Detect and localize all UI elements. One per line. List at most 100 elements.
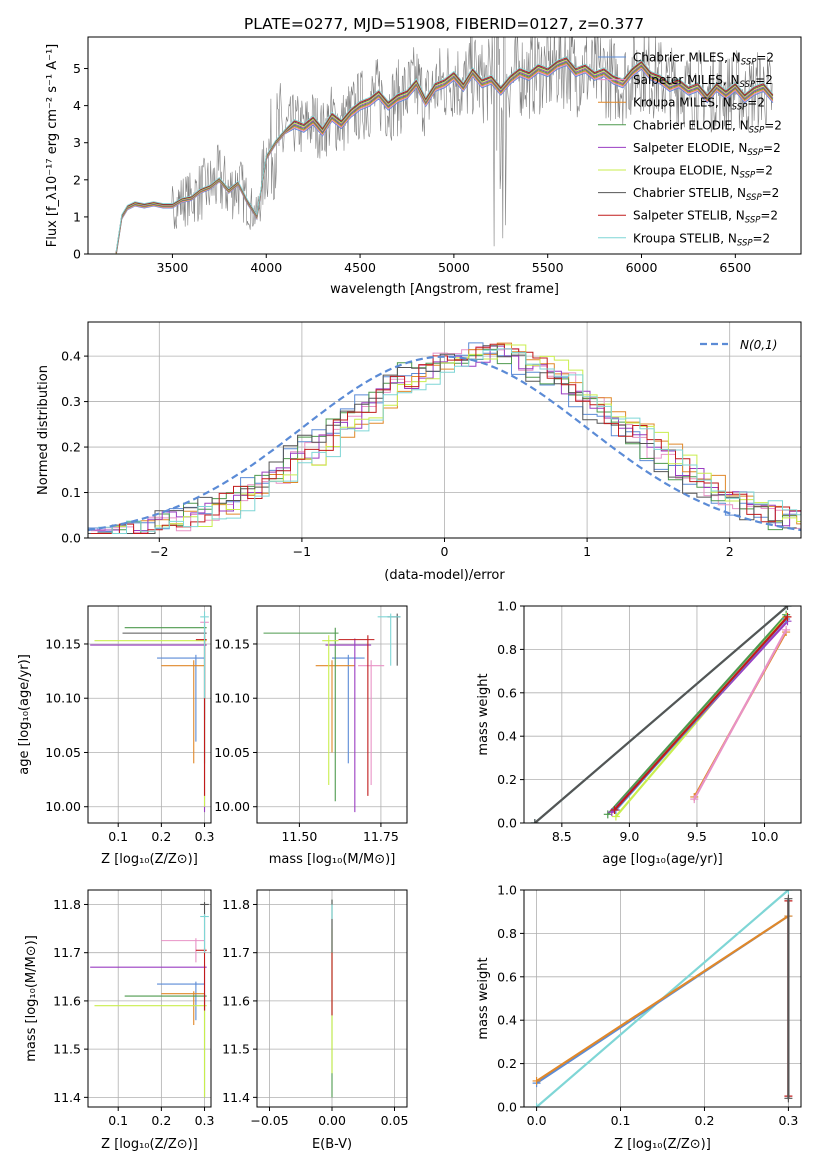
x-tick-label: 11.50 (281, 829, 317, 844)
x-tick-label: 0.00 (318, 1113, 346, 1128)
x-tick-label: 5000 (438, 260, 470, 275)
legend-entry: Salpeter ELODIE, NSSP=2 (633, 141, 781, 158)
y-tick-label: 10.05 (45, 745, 81, 760)
x-axis-label: age [log₁₀(age/yr)] (602, 852, 723, 867)
histogram-chabrier-stelib (88, 345, 797, 534)
x-tick-label: −0.05 (250, 1113, 288, 1128)
age-vs-metallicity-panel: 0.1 0.2 0.3 10.00 10.05 10.10 10.15 Z [log₁₀(Z/… (17, 605, 214, 867)
plot-area (263, 613, 401, 813)
x-tick-label: 0.2 (151, 1113, 171, 1128)
y-axis-label: age [log₁₀(age/yr)] (17, 654, 32, 775)
y-tick-label: 11.7 (222, 945, 250, 960)
mass-weight-marker (783, 612, 792, 621)
x-tick-label: 0.05 (381, 1113, 409, 1128)
y-tick-label: 0.4 (497, 1013, 517, 1028)
y-axis-label: mass weight (476, 957, 491, 1039)
x-axis-label: E(B-V) (312, 1137, 352, 1152)
y-tick-label: 0.2 (497, 772, 517, 787)
legend-entry: Kroupa ELODIE, NSSP=2 (633, 164, 773, 181)
mass-weight-marker (783, 606, 792, 610)
x-tick-label: 0.0 (527, 1113, 547, 1128)
y-tick-label: 11.4 (222, 1090, 250, 1105)
axes-frame (523, 605, 802, 824)
x-axis-label: mass [log₁₀(M/M⊙)] (269, 852, 396, 867)
y-tick-label: 1 (73, 209, 81, 224)
mass-weight-marker (782, 625, 791, 634)
y-tick-label: 10.10 (45, 691, 81, 706)
legend-entry: Salpeter STELIB, NSSP=2 (633, 209, 778, 226)
mass-weight-marker (690, 795, 699, 804)
x-axis-label: wavelength [Angstrom, rest frame] (330, 282, 559, 297)
mass-weight-marker (784, 1094, 793, 1103)
mass-weight-marker (532, 1103, 541, 1107)
axes-frame (256, 605, 408, 824)
mass-weight-line (535, 915, 790, 1082)
y-tick-label: 11.6 (53, 993, 81, 1008)
model-spectrum-chabrier-stelib (115, 58, 774, 253)
mass-weight-line (613, 616, 789, 811)
x-tick-label: 0.2 (695, 1113, 715, 1128)
x-tick-label: 8.5 (552, 829, 572, 844)
histogram-kroupa-stelib (98, 348, 801, 534)
axes-frame (523, 889, 802, 1108)
mass-vs-metallicity-panel: 0.1 0.2 0.3 11.4 11.5 11.6 11.7 11.8 Z [log₁₀(Z/… (24, 889, 214, 1152)
y-tick-label: 1.0 (497, 883, 517, 898)
plot-area (90, 902, 209, 1098)
y-tick-label: 0.3 (61, 394, 81, 409)
axes-frame (87, 605, 212, 824)
mass-weight-vs-metallicity-panel: 0.0 0.1 0.2 0.3 0.0 0.2 0.4 0.6 0.8 1.0 Z [log₁₀(Z… (476, 883, 802, 1152)
x-tick-label: 9.5 (687, 829, 707, 844)
mass-weight-marker (784, 894, 793, 903)
mass-weight-line (534, 606, 789, 823)
x-tick-label: 5500 (532, 260, 564, 275)
y-tick-label: 4 (73, 98, 81, 113)
axes-frame (87, 36, 802, 255)
y-tick-label: 11.4 (53, 1090, 81, 1105)
mass-vs-ebv-panel: −0.05 0.00 0.05 11.4 11.5 11.6 11.7 11.8 E(B-V) (222, 889, 409, 1152)
x-tick-label: 0.1 (108, 1113, 128, 1128)
y-tick-label: 0.8 (497, 926, 517, 941)
y-tick-label: 10.05 (214, 745, 250, 760)
x-tick-label: 11.75 (363, 829, 399, 844)
x-tick-label: 3500 (157, 260, 189, 275)
y-tick-label: 0.4 (61, 349, 81, 364)
x-tick-label: 10.0 (751, 829, 779, 844)
y-tick-label: 11.6 (222, 993, 250, 1008)
legend-entry: Kroupa MILES, NSSP=2 (633, 96, 765, 113)
y-tick-label: 10.10 (214, 691, 250, 706)
legend-entry: Salpeter MILES, NSSP=2 (633, 73, 773, 90)
x-tick-label: 6500 (719, 260, 751, 275)
mass-weight-vs-age-panel: 8.5 9.0 9.5 10.0 0.0 0.2 0.4 0.6 0.8 1.0 age [log₁… (476, 599, 802, 867)
model-spectrum-salpeter-miles (115, 63, 774, 254)
spectrum-panel: Chabrier MILES, NSSP=2 Salpeter MILES, NS… (45, 36, 802, 297)
y-tick-label: 2 (73, 172, 81, 187)
axes-frame (87, 889, 212, 1108)
y-axis-label: Normed distribution (36, 365, 51, 495)
y-tick-label: 11.8 (53, 897, 81, 912)
y-tick-label: 5 (73, 61, 81, 76)
y-tick-label: 10.00 (45, 799, 81, 814)
x-axis-label: Z [log₁₀(Z/Z⊙)] (101, 1137, 198, 1152)
y-tick-label: 0.0 (497, 1100, 517, 1115)
model-spectrum-chabrier-elodie (115, 61, 774, 254)
mass-weight-marker (530, 819, 539, 823)
y-tick-label: 0.4 (497, 729, 517, 744)
x-tick-label: −2 (150, 544, 168, 559)
y-tick-label: 0.6 (497, 969, 517, 984)
y-tick-label: 11.7 (53, 945, 81, 960)
y-tick-label: 0.6 (497, 685, 517, 700)
y-tick-label: 10.15 (45, 636, 81, 651)
x-axis-label: Z [log₁₀(Z/Z⊙)] (101, 852, 198, 867)
x-tick-label: 0.3 (778, 1113, 798, 1128)
mass-weight-marker (784, 890, 793, 894)
legend-entry: Kroupa STELIB, NSSP=2 (633, 231, 770, 248)
x-tick-label: 0.1 (611, 1113, 631, 1128)
mass-weight-line (606, 613, 787, 816)
y-tick-label: 0.0 (497, 816, 517, 831)
plot-area (115, 37, 774, 254)
x-tick-label: 4500 (344, 260, 376, 275)
plot-area (530, 606, 792, 823)
y-tick-label: 11.8 (222, 897, 250, 912)
figure-title: PLATE=0277, MJD=51908, FIBERID=0127, z=0… (244, 15, 644, 33)
